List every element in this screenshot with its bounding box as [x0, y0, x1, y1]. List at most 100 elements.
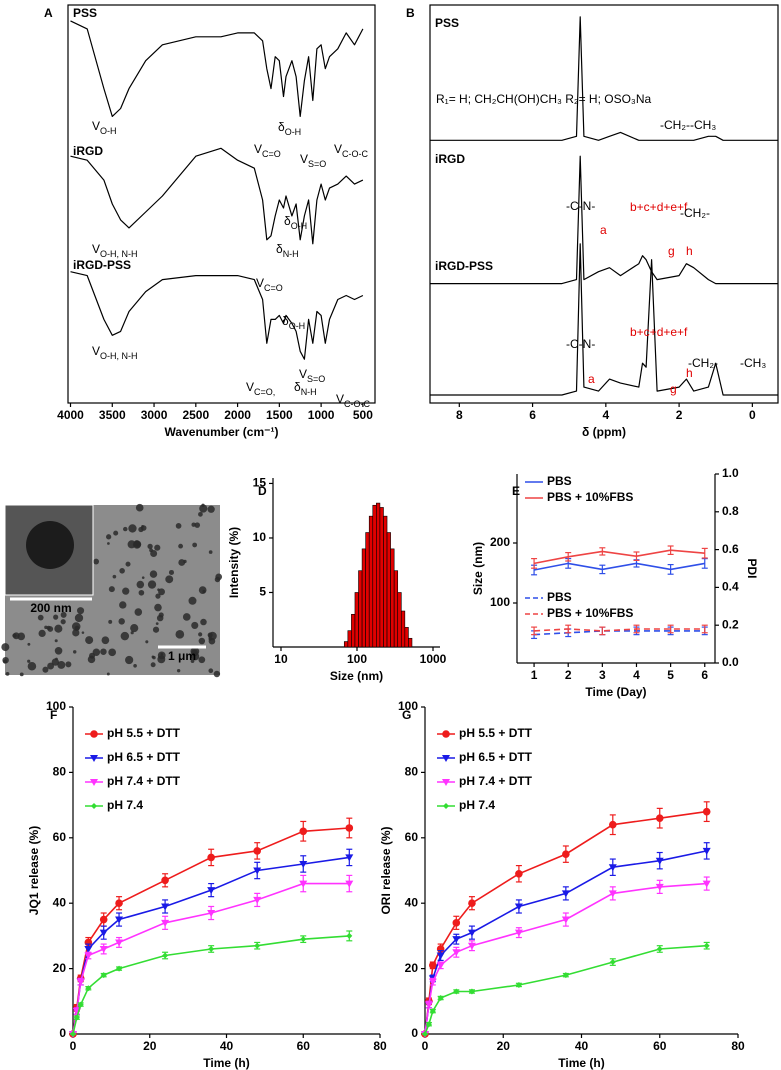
legend-marker: [442, 755, 450, 762]
annotation: VC=O: [256, 276, 283, 293]
y-axis-label: ORI release (%): [379, 826, 393, 914]
x-tick-label: 10: [274, 652, 288, 666]
x-axis-label: Wavenumber (cm⁻¹): [165, 425, 279, 439]
particle: [200, 618, 207, 626]
legend-label: PBS + 10%FBS: [547, 490, 633, 504]
x-axis-label: Time (Day): [585, 685, 646, 699]
histogram-bar: [361, 548, 366, 648]
particle: [191, 522, 196, 527]
particle: [125, 655, 134, 665]
histogram-bar: [358, 570, 363, 648]
particle: [133, 663, 137, 668]
data-point: [345, 880, 354, 888]
y-tick-label: 20: [53, 961, 67, 975]
particle: [42, 666, 49, 673]
x-axis-label: Time (h): [558, 1056, 604, 1070]
panel-letter: D: [258, 484, 267, 498]
particle: [155, 593, 161, 599]
particle: [2, 656, 9, 664]
legend-label: PBS + 10%FBS: [547, 606, 633, 620]
particle: [130, 624, 139, 633]
x-tick-label: 6: [701, 668, 708, 682]
x-tick-label: 60: [653, 1039, 667, 1053]
histogram-bar: [347, 630, 352, 648]
y-tick-label: 15: [253, 476, 267, 490]
annotation-text: δ: [294, 380, 301, 394]
x-tick-label: 2000: [224, 408, 251, 422]
annotation: h: [686, 244, 693, 258]
particle: [194, 522, 201, 528]
annotation-subscript: N-H: [301, 387, 317, 397]
series-line: [533, 562, 705, 571]
particle: [201, 503, 205, 507]
annotation: VC-O-C: [334, 142, 369, 159]
histogram-bar: [404, 627, 409, 648]
y-axis-label: JQ1 release (%): [27, 826, 41, 915]
particle: [175, 630, 185, 639]
annotation-subscript: C=O: [262, 149, 281, 159]
y2-tick-label: 0.8: [722, 504, 739, 518]
annotation-text: g: [670, 382, 677, 396]
particle: [119, 601, 127, 609]
histogram-bar: [383, 515, 388, 648]
series-line: [424, 944, 707, 1035]
data-point: [300, 936, 307, 943]
data-point: [452, 919, 461, 927]
annotation: g: [668, 244, 675, 258]
particle: [60, 611, 67, 618]
particle: [214, 576, 221, 583]
legend-marker: [443, 803, 449, 809]
spectrum-line: [430, 155, 778, 285]
particle: [150, 550, 158, 557]
annotation: b+c+d+e+f: [630, 325, 688, 339]
plot-frame: [429, 4, 779, 404]
data-point: [429, 1008, 436, 1015]
particle: [54, 624, 63, 633]
x-tick-label: 4: [602, 408, 609, 422]
series-label: iRGD-PSS: [73, 258, 131, 272]
particle: [191, 649, 198, 657]
data-point: [161, 876, 169, 885]
series-line: [533, 549, 705, 565]
x-tick-label: 4: [633, 668, 640, 682]
annotation-text: h: [686, 366, 693, 380]
data-point: [702, 807, 711, 816]
annotation-text: δ: [284, 214, 291, 228]
data-point: [702, 880, 711, 888]
particle: [208, 550, 213, 554]
inset-particle: [26, 521, 74, 569]
data-point: [253, 896, 262, 904]
y-tick-label: 100: [490, 595, 510, 609]
particle: [138, 589, 145, 596]
particle: [178, 543, 184, 549]
annotation-text: b+c+d+e+f: [630, 325, 688, 339]
legend-marker: [442, 779, 450, 786]
annotation: g: [670, 382, 677, 396]
particle: [188, 596, 197, 605]
particle: [208, 631, 217, 641]
particle: [122, 587, 130, 595]
x-tick-label: 40: [575, 1039, 589, 1053]
legend-label: pH 6.5 + DTT: [107, 750, 181, 764]
annotation-subscript: S=O: [308, 159, 326, 169]
particle: [85, 636, 94, 645]
legend-label: PBS: [547, 590, 572, 604]
legend-label: pH 7.4 + DTT: [107, 774, 181, 788]
x-tick-label: 4000: [57, 408, 84, 422]
annotation: -C-N-: [566, 337, 595, 351]
data-point: [453, 988, 460, 995]
annotation-text: h: [686, 244, 693, 258]
histogram-bar: [376, 502, 381, 648]
annotation-subscript: C=O: [264, 283, 283, 293]
annotation-subscript: O-H, N-H: [100, 351, 138, 361]
x-tick-label: 8: [456, 408, 463, 422]
particle: [46, 625, 51, 631]
annotation-text: -CH₂-: [660, 118, 690, 132]
annotation-subscript: S=O: [307, 374, 325, 384]
scale-label: 1 μm: [168, 649, 196, 663]
y-tick-label: 5: [259, 585, 266, 599]
annotation-subscript: O-H: [285, 127, 302, 137]
particle: [120, 631, 130, 641]
data-point: [299, 860, 308, 868]
histogram-bar: [397, 592, 402, 648]
